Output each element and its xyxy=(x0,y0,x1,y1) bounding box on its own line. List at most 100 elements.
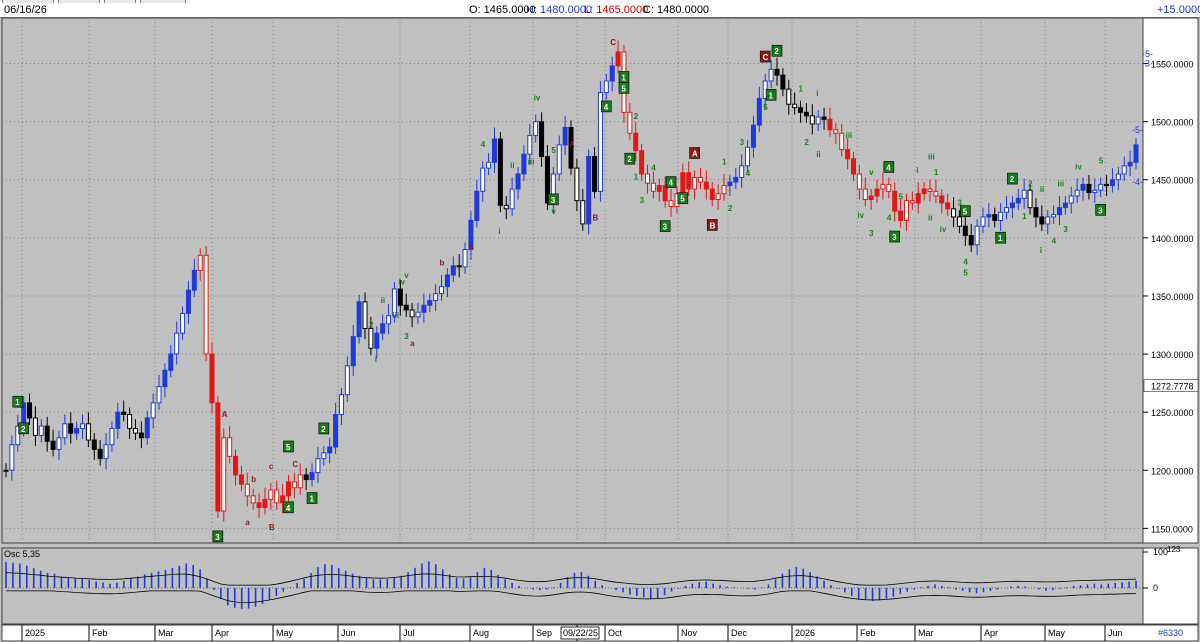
price-bar xyxy=(91,439,97,450)
y-tick-label: 1200.0000 xyxy=(1151,466,1194,476)
price-bar xyxy=(697,176,703,183)
x-tick-label: May xyxy=(276,628,294,638)
price-bar xyxy=(521,153,527,175)
x-tick-label: Nov xyxy=(681,628,698,638)
price-bar xyxy=(927,188,933,192)
wave-text-label: a xyxy=(410,339,415,348)
price-bar xyxy=(833,129,839,134)
price-bar xyxy=(656,185,662,192)
price-bar xyxy=(539,121,545,158)
wave-box xyxy=(995,231,1006,244)
price-bar xyxy=(892,190,898,212)
price-bar xyxy=(38,425,44,436)
wave-box xyxy=(548,193,559,206)
wave-text-label: ii xyxy=(381,296,385,305)
price-bar xyxy=(3,469,9,472)
wave-text-label: 4 xyxy=(651,163,656,172)
tab-4[interactable] xyxy=(140,0,186,3)
price-bar xyxy=(703,181,709,190)
price-bar xyxy=(427,300,433,306)
tab-3[interactable] xyxy=(104,0,136,3)
right-wave-marker: -4- xyxy=(1132,177,1143,187)
wave-text-label: i xyxy=(1040,246,1042,255)
price-bar xyxy=(903,200,909,221)
wave-text-label: 1 xyxy=(722,158,727,167)
price-bar xyxy=(756,97,762,126)
price-bar xyxy=(221,437,227,512)
price-bar xyxy=(1127,161,1133,167)
wave-text-label: i xyxy=(498,227,500,236)
price-bar xyxy=(909,200,915,204)
wave-text-label: 4 xyxy=(887,213,892,222)
wave-text-label: c xyxy=(469,242,474,251)
price-bar xyxy=(1086,183,1092,194)
price-bar xyxy=(415,311,421,318)
price-bar xyxy=(1015,197,1021,204)
wave-box xyxy=(659,220,671,232)
tab-1[interactable] xyxy=(2,0,54,3)
header-close: C: 1480.0000 xyxy=(643,4,710,16)
price-bar xyxy=(368,327,374,349)
price-bar xyxy=(645,173,651,184)
price-bar xyxy=(280,495,286,504)
price-bar xyxy=(956,216,962,227)
price-bar xyxy=(450,265,456,276)
y-tick-label: 1300.0000 xyxy=(1151,350,1194,360)
price-bar xyxy=(1115,173,1121,181)
wave-text-label: C xyxy=(292,460,298,469)
tab-2[interactable] xyxy=(58,0,100,3)
price-bar xyxy=(27,402,33,419)
wave-text-label: 3 xyxy=(640,196,645,205)
price-bar xyxy=(462,248,468,268)
price-bar xyxy=(792,103,798,109)
price-bar xyxy=(1021,189,1027,199)
wave-text-label: 2 xyxy=(634,112,639,121)
x-tick-label: 2025 xyxy=(25,628,45,638)
price-bar xyxy=(1009,202,1015,209)
price-bar xyxy=(433,293,439,302)
price-bar xyxy=(197,254,203,271)
wave-text-label: iv xyxy=(398,277,405,286)
wave-box-label: B xyxy=(710,221,716,230)
wave-box xyxy=(706,219,718,231)
wave-text-label: iv xyxy=(940,225,947,234)
price-bar xyxy=(750,124,756,148)
wave-box xyxy=(1007,172,1018,185)
price-bar xyxy=(162,369,168,388)
wave-box xyxy=(318,422,330,435)
price-bar xyxy=(168,353,174,371)
wave-box xyxy=(1095,204,1106,216)
price-bar xyxy=(586,156,592,225)
wave-box xyxy=(601,100,612,113)
wave-text-label: iii xyxy=(528,158,535,167)
price-bar xyxy=(262,498,268,508)
x-tick-label: Feb xyxy=(92,628,108,638)
price-bar xyxy=(592,156,598,192)
x-tick-label: Dec xyxy=(731,628,748,638)
header-change: +15.0000 xyxy=(1157,4,1200,16)
osc-lower-line xyxy=(6,590,1137,604)
price-bar xyxy=(127,413,133,429)
wave-text-label: 5 xyxy=(1099,156,1104,165)
wave-text-label: 3 xyxy=(957,198,962,207)
x-tick-label: Oct xyxy=(608,628,623,638)
wave-text-label: i xyxy=(816,89,818,98)
price-bar xyxy=(980,216,986,227)
price-bar xyxy=(103,444,109,460)
price-bar xyxy=(138,432,144,439)
price-bar xyxy=(315,458,321,474)
wave-box-label: 2 xyxy=(1010,175,1015,184)
wave-box xyxy=(665,176,677,188)
wave-text-label: 3 xyxy=(740,138,745,147)
price-bar xyxy=(491,138,497,163)
wave-box-label: 4 xyxy=(604,103,609,112)
wave-box-label: 2 xyxy=(21,425,26,434)
footer-counter: #6330 xyxy=(1158,628,1183,638)
price-bar xyxy=(686,172,692,190)
price-bar xyxy=(533,121,539,137)
wave-box xyxy=(283,440,294,453)
price-bar xyxy=(933,190,939,197)
price-bar xyxy=(1004,207,1010,213)
price-bar xyxy=(185,289,191,314)
